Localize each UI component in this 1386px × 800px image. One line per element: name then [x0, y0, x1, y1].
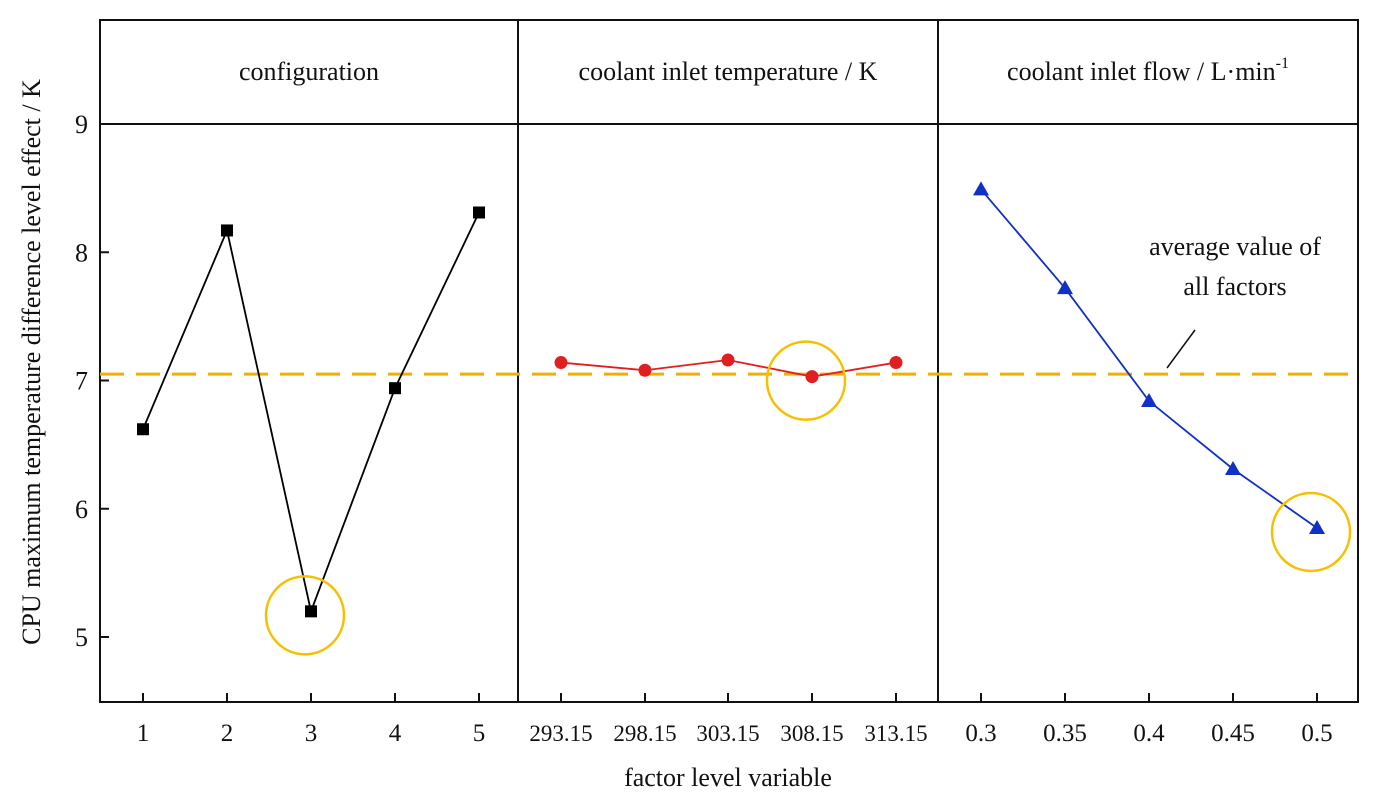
x-tick-label: 4: [389, 720, 402, 747]
x-tick-label: 298.15: [613, 721, 676, 746]
data-point: [638, 363, 652, 377]
data-point: [805, 370, 819, 384]
annotation-leader: [1166, 329, 1196, 369]
highlight-circle: [1270, 491, 1352, 573]
data-point: [1225, 460, 1241, 475]
x-tick-label: 5: [473, 720, 486, 747]
data-point: [389, 382, 401, 395]
x-tick-label: 0.4: [1133, 720, 1165, 747]
x-tick-label: 3: [305, 720, 318, 747]
data-point: [221, 224, 233, 237]
y-tick-label: 5: [75, 623, 88, 652]
data-point: [137, 423, 149, 436]
x-tick-label: 0.3: [965, 720, 996, 747]
x-tick-label: 0.35: [1043, 720, 1087, 747]
annotation-line-1: average value of: [1149, 232, 1321, 261]
x-tick-label: 1: [137, 720, 150, 747]
highlight-circle: [765, 340, 847, 421]
x-tick-label: 2: [221, 720, 234, 747]
y-tick-label: 9: [75, 110, 88, 139]
data-point: [1141, 393, 1157, 408]
annotation-line-2: all factors: [1183, 272, 1286, 301]
series-line-1: [142, 212, 480, 615]
x-tick-label: 0.45: [1211, 720, 1255, 747]
data-point: [473, 206, 485, 219]
panel-title-temperature: coolant inlet temperature / K: [579, 57, 878, 86]
chart-marks: 5 6 7 8 9 1 2 3 4 5 293.15 298.15 303.15 308.15 313.15…: [75, 110, 1358, 747]
data-point: [554, 356, 568, 370]
y-axis-label: CPU maximum temperature difference level…: [17, 79, 46, 645]
panel-title-flow-sup: -1: [1276, 55, 1289, 72]
x-tick-label: 308.15: [780, 721, 843, 746]
data-point: [305, 605, 317, 618]
x-tick-label: 293.15: [529, 721, 592, 746]
y-tick-label: 8: [75, 238, 88, 267]
x-axis-label: factor level variable: [624, 763, 832, 792]
y-tick-label: 6: [75, 495, 88, 524]
panel-title-configuration: configuration: [239, 57, 379, 86]
plot-frame: [99, 123, 1359, 703]
data-point: [889, 356, 903, 370]
x-tick-label: 0.5: [1301, 720, 1332, 747]
panel-title-flow-text: coolant inlet flow / L·min: [1007, 57, 1276, 86]
data-point: [973, 181, 989, 196]
panel-title-flow: coolant inlet flow / L·min-1: [1007, 55, 1289, 86]
highlight-circle: [264, 575, 346, 656]
x-tick-label: 313.15: [864, 721, 927, 746]
data-point: [721, 353, 735, 367]
data-point: [1309, 519, 1325, 534]
y-tick-label: 7: [75, 367, 88, 396]
data-point: [1057, 280, 1073, 295]
x-tick-label: 303.15: [696, 721, 759, 746]
